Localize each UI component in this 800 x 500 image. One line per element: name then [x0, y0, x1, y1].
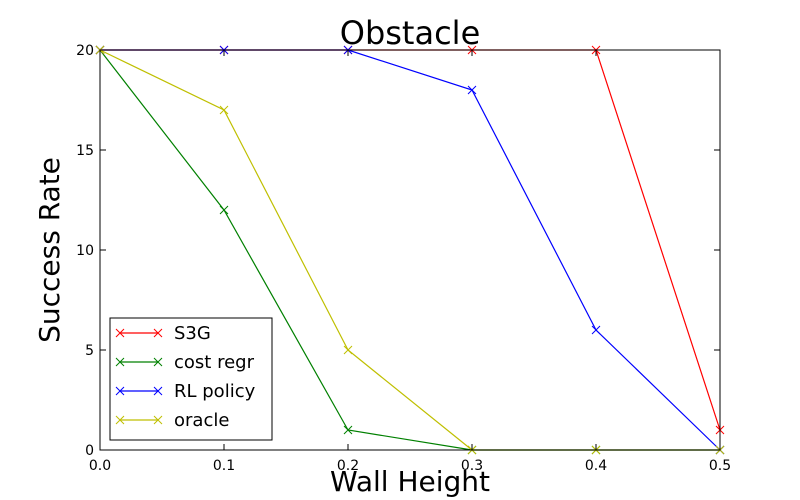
legend-item: cost regr: [115, 352, 255, 373]
data-point: [219, 105, 229, 115]
data-point: [219, 205, 229, 215]
legend-swatch-marker: [115, 328, 125, 338]
data-point: [591, 325, 601, 335]
legend-swatch-marker: [153, 328, 163, 338]
data-point: [467, 85, 477, 95]
legend-swatch-marker: [153, 357, 163, 367]
legend-label: cost regr: [174, 352, 255, 373]
legend-item: oracle: [115, 410, 229, 431]
y-axis-label: Success Rate: [33, 157, 66, 343]
x-tick-label: 0.3: [461, 458, 483, 474]
legend-label: S3G: [174, 323, 211, 344]
x-tick-label: 0.2: [337, 458, 359, 474]
x-tick-label: 0.4: [585, 458, 607, 474]
legend-swatch-marker: [153, 415, 163, 425]
legend: S3G cost regr RL policy oracle: [109, 317, 273, 441]
data-point: [343, 425, 353, 435]
legend-swatch-marker: [153, 386, 163, 396]
y-tick-label: 5: [85, 343, 94, 359]
legend-swatch-marker: [115, 386, 125, 396]
chart-title: Obstacle: [340, 14, 481, 52]
legend-swatch-marker: [115, 357, 125, 367]
data-point: [343, 345, 353, 355]
legend-label: oracle: [174, 410, 229, 431]
x-tick-label: 0.5: [709, 458, 731, 474]
legend-item: RL policy: [115, 381, 256, 402]
y-tick-label: 15: [76, 143, 94, 159]
legend-item: S3G: [115, 323, 211, 344]
y-tick-label: 20: [76, 43, 94, 59]
legend-label: RL policy: [174, 381, 256, 402]
x-axis-label: Wall Height: [330, 465, 490, 498]
legend-swatch-marker: [115, 415, 125, 425]
y-tick-label: 0: [85, 443, 94, 459]
x-tick-label: 0.1: [213, 458, 235, 474]
y-tick-label: 10: [76, 243, 94, 259]
x-tick-label: 0.0: [89, 458, 111, 474]
ticks-layer: 0.0 0.1 0.2 0.3 0.4 0.5 0 5 10 15 20: [76, 43, 731, 474]
